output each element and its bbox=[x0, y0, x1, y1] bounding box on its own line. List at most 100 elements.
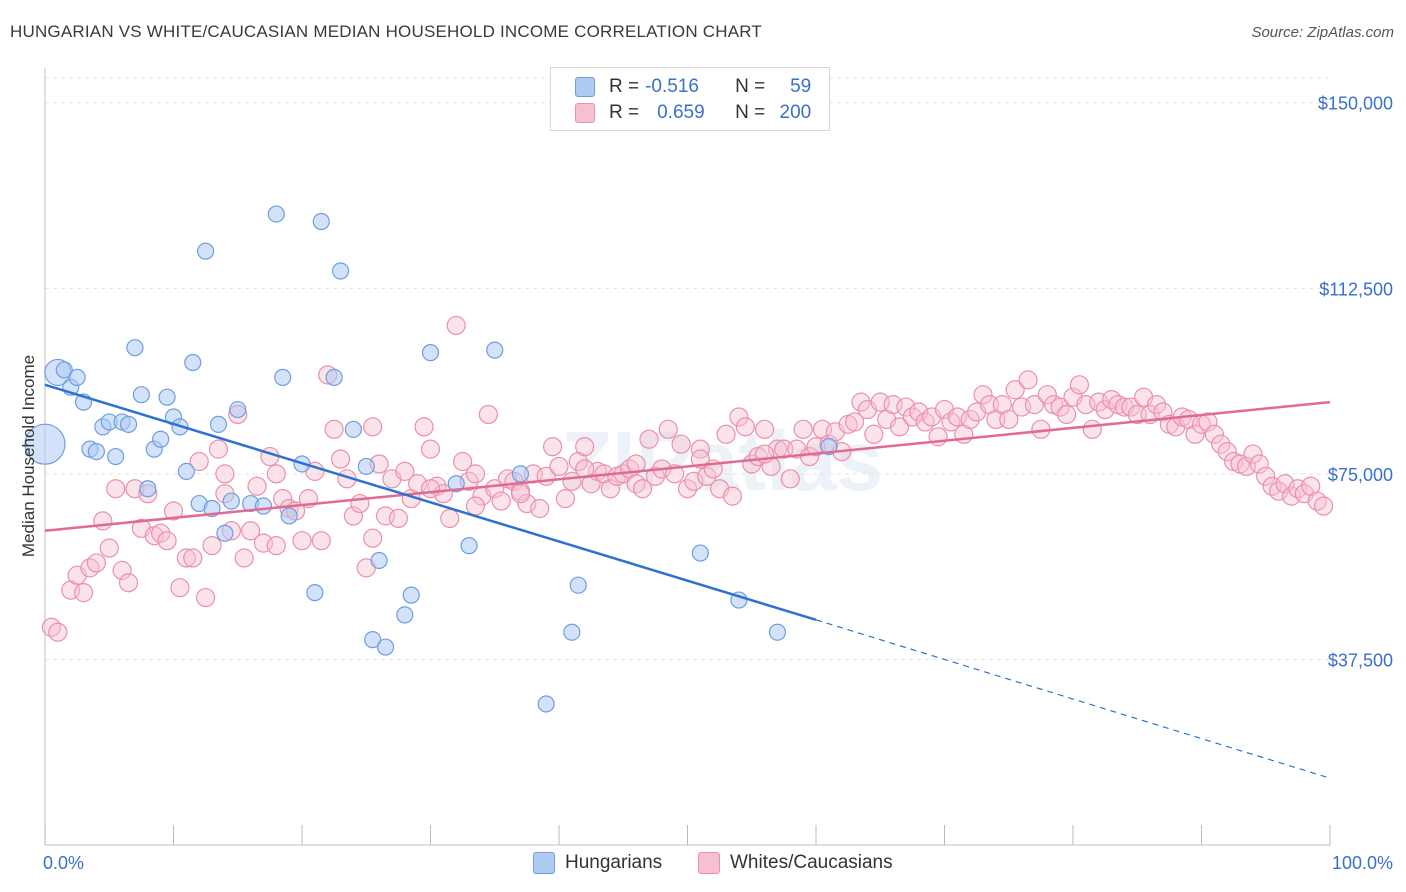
data-point-whites bbox=[465, 464, 486, 484]
data-point-whites bbox=[395, 461, 415, 481]
data-point-whites bbox=[118, 573, 139, 593]
data-point-whites bbox=[1217, 442, 1237, 462]
data-point-whites bbox=[292, 531, 312, 551]
data-point-whites bbox=[80, 558, 100, 578]
data-point-whites bbox=[363, 528, 383, 548]
x-tick-label: 0.0% bbox=[43, 853, 84, 873]
data-point-whites bbox=[1211, 434, 1231, 454]
data-point-whites bbox=[1005, 380, 1025, 400]
data-point-whites bbox=[446, 315, 466, 336]
data-point-hungarians bbox=[331, 262, 350, 280]
data-point-whites bbox=[151, 523, 171, 543]
data-point-whites bbox=[208, 439, 229, 459]
gridlines bbox=[45, 77, 1330, 660]
data-point-whites bbox=[999, 409, 1019, 430]
bottom-legend-whites: Whites/Caucasians bbox=[698, 852, 893, 874]
legend-r-label: R = bbox=[609, 76, 640, 97]
data-point-whites bbox=[478, 404, 498, 425]
data-point-hungarians bbox=[158, 388, 176, 406]
trend-line-hungarians-extension bbox=[815, 619, 1331, 779]
data-point-whites bbox=[1275, 474, 1295, 494]
tick-labels: $37,500 $75,000 $112,500 $150,000 0.0% 100.0% bbox=[43, 94, 1393, 873]
data-point-whites bbox=[202, 536, 222, 556]
legend-row-hungarians: R = -0.516 N = 59 bbox=[575, 75, 811, 99]
data-point-whites bbox=[915, 412, 935, 432]
data-point-whites bbox=[491, 491, 511, 511]
bottom-swatch-pink bbox=[698, 852, 720, 874]
y-tick-label: $112,500 bbox=[1319, 279, 1393, 299]
data-point-whites bbox=[510, 484, 531, 504]
data-point-whites bbox=[93, 511, 113, 531]
data-point-whites bbox=[388, 508, 408, 529]
data-point-whites bbox=[780, 469, 800, 489]
data-point-whites bbox=[266, 536, 286, 556]
series-whites-caucasians bbox=[41, 315, 1334, 642]
data-point-whites bbox=[517, 493, 537, 514]
legend-swatch-blue bbox=[575, 77, 595, 97]
data-point-whites bbox=[632, 479, 653, 499]
legend-n-label: N = bbox=[735, 76, 766, 97]
data-point-whites bbox=[555, 489, 576, 509]
data-point-hungarians bbox=[280, 507, 298, 525]
data-point-whites bbox=[729, 407, 749, 427]
data-point-whites bbox=[189, 451, 209, 472]
data-point-whites bbox=[330, 449, 351, 469]
data-point-whites bbox=[530, 498, 550, 519]
series-hungarians bbox=[24, 205, 838, 713]
data-point-hungarians bbox=[184, 353, 202, 372]
data-point-hungarians bbox=[254, 497, 273, 515]
data-point-whites bbox=[414, 417, 434, 437]
data-point-whites bbox=[639, 429, 659, 449]
data-point-hungarians bbox=[152, 430, 170, 448]
legend-row-whites: R = 0.659 N = 200 bbox=[575, 101, 811, 125]
data-point-whites bbox=[658, 419, 678, 439]
data-point-whites bbox=[433, 484, 453, 504]
data-point-whites bbox=[896, 397, 916, 417]
data-point-whites bbox=[716, 424, 736, 444]
data-point-whites bbox=[48, 622, 68, 642]
data-point-whites bbox=[1198, 412, 1218, 432]
data-point-whites bbox=[722, 486, 743, 506]
data-point-whites bbox=[1121, 397, 1141, 417]
data-point-whites bbox=[626, 474, 646, 494]
data-point-whites bbox=[1256, 466, 1276, 486]
legend-r-value: -0.516 bbox=[645, 76, 699, 97]
data-point-whites bbox=[889, 417, 910, 437]
data-point-hungarians bbox=[376, 638, 395, 656]
data-point-whites bbox=[176, 548, 196, 568]
data-point-whites bbox=[453, 451, 473, 472]
data-point-whites bbox=[844, 412, 865, 432]
data-point-whites bbox=[1037, 385, 1057, 405]
data-point-hungarians bbox=[312, 212, 330, 231]
data-point-whites bbox=[1243, 444, 1263, 464]
data-point-whites bbox=[575, 437, 595, 457]
data-point-hungarians bbox=[222, 492, 240, 510]
data-point-whites bbox=[973, 385, 993, 405]
legend-n-value: 59 bbox=[790, 76, 812, 97]
data-point-whites bbox=[671, 434, 691, 454]
data-point-whites bbox=[1024, 394, 1045, 415]
data-point-hungarians bbox=[306, 584, 324, 602]
y-tick-label: $150,000 bbox=[1318, 94, 1393, 114]
data-point-hungarians bbox=[126, 339, 144, 357]
data-point-whites bbox=[170, 578, 190, 598]
data-point-whites bbox=[1146, 394, 1167, 415]
stats-legend: R = -0.516 N = 59 R = 0.659 N = 200 bbox=[550, 67, 830, 131]
data-point-whites bbox=[851, 392, 871, 412]
bottom-legend-label: Hungarians bbox=[565, 852, 663, 873]
data-point-whites bbox=[626, 454, 646, 474]
legend-r-value: 0.659 bbox=[657, 102, 705, 123]
data-point-whites bbox=[157, 531, 177, 551]
y-axis-title: Median Household Income bbox=[19, 355, 38, 557]
data-point-whites bbox=[1018, 370, 1038, 390]
data-point-whites bbox=[215, 464, 235, 484]
y-tick-label: $75,000 bbox=[1328, 465, 1393, 485]
data-point-hungarians bbox=[132, 386, 150, 404]
data-point-hungarians bbox=[68, 368, 86, 386]
data-point-whites bbox=[793, 419, 813, 439]
data-point-hungarians bbox=[119, 415, 138, 433]
data-point-whites bbox=[799, 446, 820, 467]
data-point-whites bbox=[1307, 491, 1327, 511]
data-point-whites bbox=[645, 466, 665, 486]
